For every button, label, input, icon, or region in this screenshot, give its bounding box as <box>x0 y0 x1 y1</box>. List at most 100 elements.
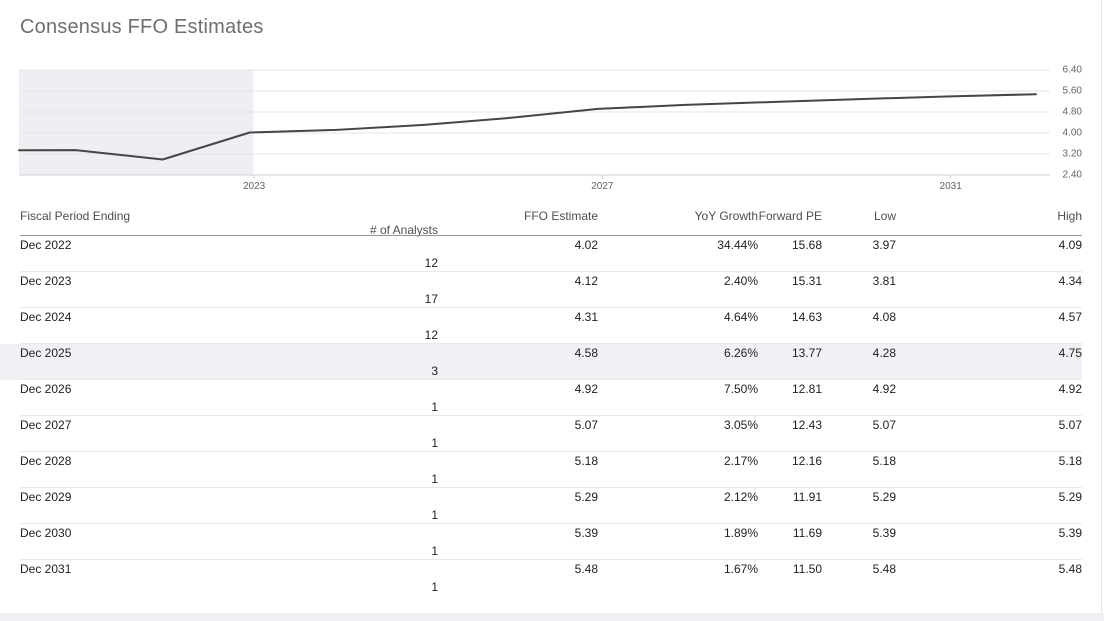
value-cell: 12.16 <box>791 454 822 468</box>
value-cell: 4.08 <box>872 310 896 324</box>
column-header: Fiscal Period Ending <box>20 209 131 223</box>
value-cell: 11.69 <box>792 526 822 540</box>
value-cell: 4.92 <box>1058 382 1082 396</box>
value-cell: 4.09 <box>1058 238 1082 252</box>
value-cell: 2.17% <box>723 454 758 468</box>
value-cell: 1 <box>431 472 438 486</box>
ffo-line-series <box>18 93 1037 161</box>
value-cell: 1 <box>431 400 438 414</box>
value-cell: 4.92 <box>872 382 896 396</box>
y-axis-tick-label: 4.80 <box>1063 107 1083 118</box>
table-row: Dec 2030 5.39 1.89% 11.69 5.39 5.39 1 <box>0 524 1082 560</box>
value-cell: 5.18 <box>574 454 598 468</box>
value-cell: 12.43 <box>791 418 822 432</box>
x-axis-tick-label: 2031 <box>940 181 963 192</box>
table-row: Dec 2027 5.07 3.05% 12.43 5.07 5.07 1 <box>0 416 1082 452</box>
fiscal-period-cell: Dec 2029 <box>20 490 72 504</box>
value-cell: 5.29 <box>574 490 598 504</box>
fiscal-period-cell: Dec 2024 <box>20 310 72 324</box>
column-header: High <box>1057 209 1082 223</box>
value-cell: 4.92 <box>574 382 598 396</box>
value-cell: 15.68 <box>791 238 822 252</box>
value-cell: 1.89% <box>723 526 758 540</box>
value-cell: 5.39 <box>872 526 896 540</box>
fiscal-period-cell: Dec 2022 <box>20 238 72 252</box>
y-axis-tick-label: 3.20 <box>1063 149 1083 160</box>
fiscal-period-cell: Dec 2026 <box>20 382 72 396</box>
bottom-strip <box>0 613 1104 621</box>
value-cell: 5.29 <box>1058 490 1082 504</box>
y-axis-tick-label: 5.60 <box>1063 86 1083 97</box>
table-body: Dec 2022 4.02 34.44% 15.68 3.97 4.09 12 Dec 202… <box>0 236 1082 596</box>
value-cell: 12 <box>424 256 438 270</box>
value-cell: 7.50% <box>723 382 758 396</box>
fiscal-period-cell: Dec 2028 <box>20 454 72 468</box>
page-title: Consensus FFO Estimates <box>20 16 264 38</box>
value-cell: 1 <box>431 544 438 558</box>
value-cell: 4.02 <box>574 238 598 252</box>
value-cell: 5.39 <box>1058 526 1082 540</box>
table-row: Dec 2024 4.31 4.64% 14.63 4.08 4.57 12 <box>0 308 1082 344</box>
value-cell: 4.58 <box>574 346 598 360</box>
value-cell: 3 <box>431 364 438 378</box>
fiscal-period-cell: Dec 2031 <box>20 562 72 576</box>
value-cell: 12.81 <box>791 382 822 396</box>
fiscal-period-cell: Dec 2027 <box>20 418 72 432</box>
card-right-border <box>1101 0 1102 613</box>
value-cell: 2.12% <box>723 490 758 504</box>
value-cell: 2.40% <box>723 274 758 288</box>
value-cell: 14.63 <box>791 310 822 324</box>
value-cell: 5.48 <box>872 562 896 576</box>
value-cell: 15.31 <box>791 274 822 288</box>
value-cell: 13.77 <box>791 346 822 360</box>
value-cell: 4.12 <box>574 274 598 288</box>
x-axis-tick-label: 2027 <box>591 181 614 192</box>
value-cell: 4.57 <box>1058 310 1082 324</box>
fiscal-period-cell: Dec 2023 <box>20 274 72 288</box>
ffo-estimates-chart[interactable]: 6.40 5.60 4.80 4.00 3.20 2.40 2023 2027 2031 <box>0 56 1104 200</box>
table-row: Dec 2023 4.12 2.40% 15.31 3.81 4.34 17 <box>0 272 1082 308</box>
value-cell: 5.48 <box>574 562 598 576</box>
value-cell: 34.44% <box>717 238 758 252</box>
y-axis-tick-label: 6.40 <box>1063 65 1083 76</box>
value-cell: 5.29 <box>872 490 896 504</box>
value-cell: 3.97 <box>872 238 896 252</box>
fiscal-period-cell: Dec 2030 <box>20 526 72 540</box>
table-row: Dec 2028 5.18 2.17% 12.16 5.18 5.18 1 <box>0 452 1082 488</box>
value-cell: 11.91 <box>792 490 822 504</box>
column-header: YoY Growth <box>694 209 758 223</box>
chart-shaded-region <box>19 70 254 175</box>
value-cell: 1 <box>431 580 438 594</box>
value-cell: 1.67% <box>723 562 758 576</box>
value-cell: 4.64% <box>723 310 758 324</box>
value-cell: 5.07 <box>574 418 598 432</box>
table-row: Dec 2029 5.29 2.12% 11.91 5.29 5.29 1 <box>0 488 1082 524</box>
value-cell: 17 <box>424 292 438 306</box>
chart-canvas[interactable]: 6.40 5.60 4.80 4.00 3.20 2.40 2023 2027 2031 <box>0 56 1104 200</box>
value-cell: 1 <box>431 508 438 522</box>
value-cell: 11.50 <box>792 562 822 576</box>
value-cell: 4.31 <box>574 310 598 324</box>
value-cell: 3.81 <box>872 274 896 288</box>
table-row: Dec 2025 4.58 6.26% 13.77 4.28 4.75 3 <box>0 344 1082 380</box>
value-cell: 1 <box>431 436 438 450</box>
table-header-row: Fiscal Period Ending FFO Estimate YoY Grow… <box>0 209 1082 237</box>
table-row: Dec 2026 4.92 7.50% 12.81 4.92 4.92 1 <box>0 380 1082 416</box>
value-cell: 4.75 <box>1058 346 1082 360</box>
y-axis-tick-label: 4.00 <box>1063 128 1083 139</box>
value-cell: 5.48 <box>1058 562 1082 576</box>
table-row: Dec 2022 4.02 34.44% 15.68 3.97 4.09 12 <box>0 236 1082 272</box>
estimates-table: Fiscal Period Ending FFO Estimate YoY Grow… <box>0 209 1082 596</box>
value-cell: 4.28 <box>872 346 896 360</box>
column-header: Forward PE <box>758 209 822 223</box>
value-cell: 5.39 <box>574 526 598 540</box>
y-axis-tick-label: 2.40 <box>1063 170 1083 181</box>
value-cell: 6.26% <box>723 346 758 360</box>
value-cell: 12 <box>424 328 438 342</box>
value-cell: 4.34 <box>1058 274 1082 288</box>
column-header: FFO Estimate <box>523 209 598 223</box>
column-header: # of Analysts <box>369 223 438 237</box>
table-row: Dec 2031 5.48 1.67% 11.50 5.48 5.48 1 <box>0 560 1082 596</box>
value-cell: 3.05% <box>723 418 758 432</box>
value-cell: 5.18 <box>872 454 896 468</box>
